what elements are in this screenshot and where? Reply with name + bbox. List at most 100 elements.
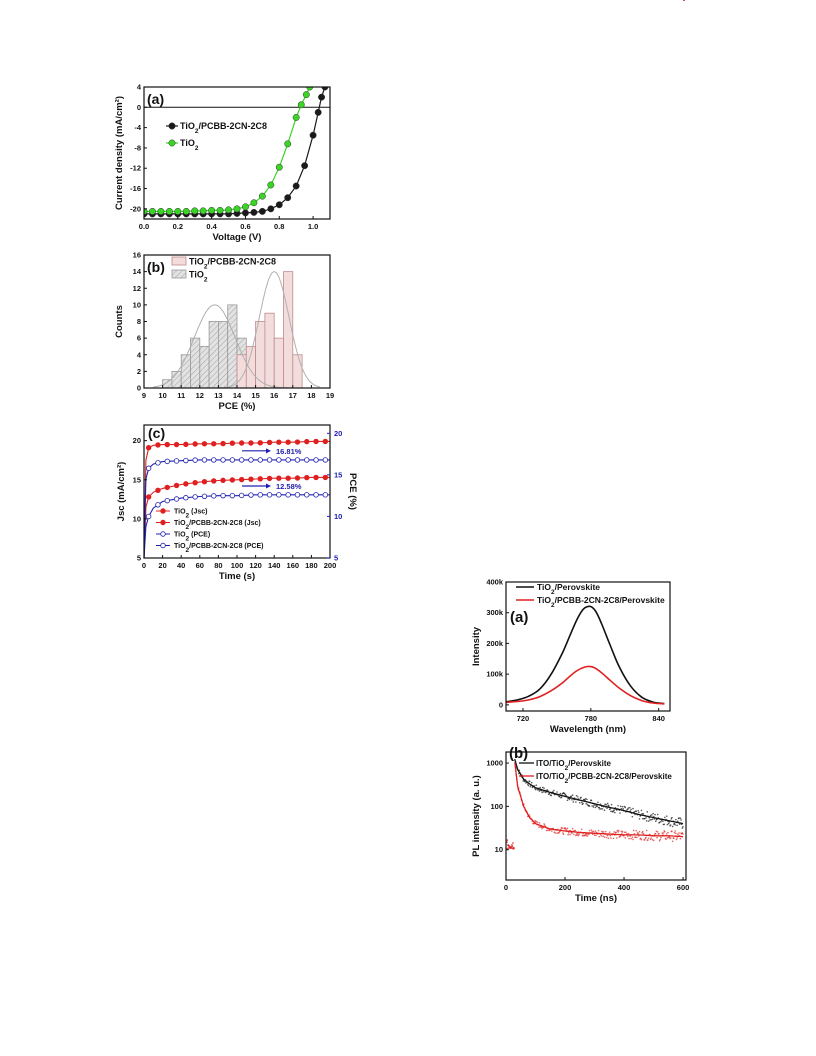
scatter-point [514, 761, 516, 764]
scatter-point [662, 820, 664, 823]
x-tick-label: 15 [251, 391, 259, 400]
data-point [165, 207, 173, 215]
legend-entry: TiO2 (Jsc) [174, 509, 207, 520]
scatter-point [539, 786, 541, 789]
scatter-point [630, 837, 632, 840]
y-tick-label: -16 [130, 184, 141, 193]
x-tick-label: 17 [289, 391, 297, 400]
data-point [284, 140, 292, 148]
scatter-point [588, 833, 590, 836]
data-point [238, 440, 245, 446]
scatter-point [675, 838, 678, 841]
data-point [242, 203, 249, 211]
x-axis-label: PCE (%) [219, 401, 256, 412]
scatter-point [627, 835, 629, 838]
scatter-point [645, 817, 647, 819]
y-tick-label: 0 [137, 103, 141, 112]
data-point [257, 440, 263, 446]
scatter-point [554, 832, 556, 834]
scatter-point [642, 832, 645, 835]
scatter-point [535, 820, 538, 823]
scatter-point [631, 836, 634, 839]
scatter-point [573, 833, 575, 836]
scatter-point [658, 839, 661, 842]
scatter-point [641, 817, 644, 820]
scatter-point [609, 834, 612, 837]
y2-tick-label: 15 [334, 470, 342, 479]
legend-entry: TiO2/PCBB-2CN-2C8 [189, 257, 276, 271]
scatter-point [575, 801, 577, 803]
scatter-point [590, 799, 593, 802]
scatter-point [617, 830, 620, 832]
data-point [238, 457, 245, 463]
scatter-point [654, 813, 656, 816]
data-point [155, 460, 161, 466]
scatter-point [585, 802, 588, 805]
x-tick-label: 400 [618, 883, 631, 892]
data-point [276, 492, 282, 498]
chart-pl-spectra: 720 780 840 400k 300k 200k 100k 0 Wavelength (nm… [471, 578, 671, 735]
scatter-point [628, 837, 630, 840]
data-point [211, 441, 217, 447]
scatter-point [640, 809, 643, 812]
scatter-point [621, 805, 624, 808]
scatter-point [654, 820, 657, 823]
scatter-point [536, 821, 539, 824]
data-point [211, 493, 217, 499]
scatter-point [572, 801, 575, 803]
scatter-point [586, 798, 588, 801]
scatter-point [667, 822, 670, 825]
scatter-point [600, 835, 602, 837]
scatter-point [649, 833, 651, 836]
scatter-point [590, 829, 593, 831]
legend-entry: TiO2/PCBB-2CN-2C8 [180, 121, 267, 135]
y-axis-label: Counts [114, 305, 125, 338]
data-point [275, 163, 283, 171]
scatter-point [627, 807, 630, 809]
scatter-point [665, 815, 668, 817]
bar-hatch [190, 338, 200, 388]
scatter-point [638, 830, 641, 833]
scatter-point [588, 829, 591, 832]
scatter-point [596, 805, 599, 807]
data-point [155, 442, 161, 448]
data-point [192, 441, 198, 447]
scatter-point [665, 838, 667, 840]
scatter-point [610, 837, 612, 839]
y-tick-label: 20 [133, 436, 141, 445]
scatter-point [619, 805, 622, 808]
legend-entry: TiO2 [189, 270, 208, 284]
legend-entry: TiO2/Perovskite [537, 582, 600, 596]
scatter-point [582, 802, 584, 805]
x-tick-label: 0.6 [240, 222, 250, 231]
scatter-point [625, 831, 627, 834]
data-point [145, 465, 152, 471]
scatter-point [615, 837, 618, 839]
y-tick-label: 200k [486, 639, 504, 648]
bar-hatch [227, 304, 237, 388]
scatter-point [562, 833, 565, 835]
x-tick-label: 0.0 [139, 222, 149, 231]
annotation-arrowhead [266, 483, 271, 489]
data-point [276, 439, 282, 445]
scatter-point [600, 807, 602, 810]
bar [264, 312, 275, 389]
scatter-point [594, 830, 597, 832]
scatter-point [616, 829, 619, 832]
y-tick-label: 100k [486, 670, 504, 679]
scatter-point [603, 809, 606, 812]
data-point [313, 457, 319, 463]
data-point [211, 457, 217, 463]
scatter-point [609, 807, 612, 810]
scatter-point [585, 834, 588, 837]
scatter-point [561, 827, 564, 829]
scatter-point [679, 817, 682, 820]
scatter-point [571, 798, 573, 801]
scatter-point [538, 790, 541, 792]
x-axis-label: Voltage (V) [213, 232, 262, 243]
y-tick-label: 5 [137, 554, 141, 563]
scatter-point [654, 833, 657, 835]
scatter-point [541, 791, 543, 794]
scatter-point [637, 809, 639, 812]
scatter-point [671, 816, 673, 819]
